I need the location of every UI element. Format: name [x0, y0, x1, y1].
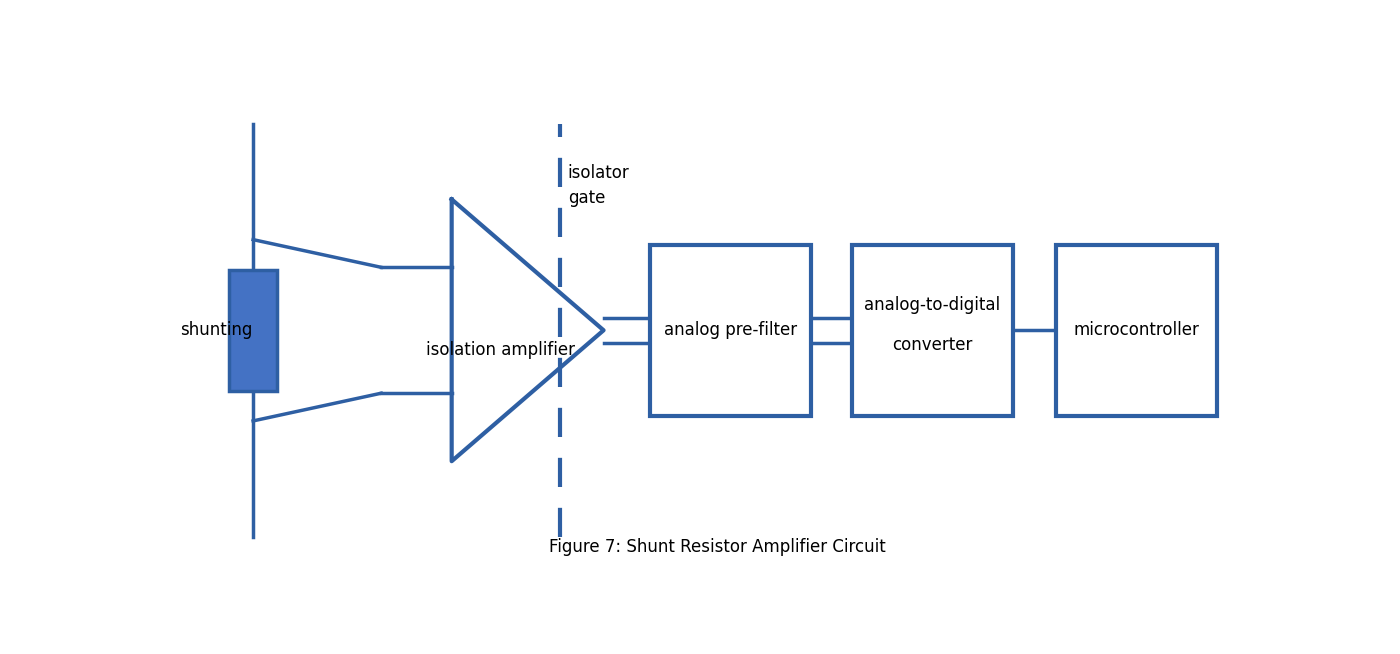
Text: Figure 7: Shunt Resistor Amplifier Circuit: Figure 7: Shunt Resistor Amplifier Circu… — [549, 538, 886, 556]
Text: shunting: shunting — [181, 321, 253, 339]
Bar — [1056, 245, 1217, 416]
Bar — [853, 245, 1012, 416]
Text: analog pre-filter: analog pre-filter — [664, 321, 797, 339]
Bar — [230, 270, 277, 390]
Text: isolation amplifier: isolation amplifier — [426, 341, 575, 360]
Text: isolator: isolator — [568, 164, 630, 182]
Text: analog-to-digital: analog-to-digital — [864, 296, 1001, 314]
Text: microcontroller: microcontroller — [1074, 321, 1200, 339]
Text: gate: gate — [568, 189, 605, 207]
Bar — [650, 245, 811, 416]
Text: converter: converter — [892, 336, 973, 354]
